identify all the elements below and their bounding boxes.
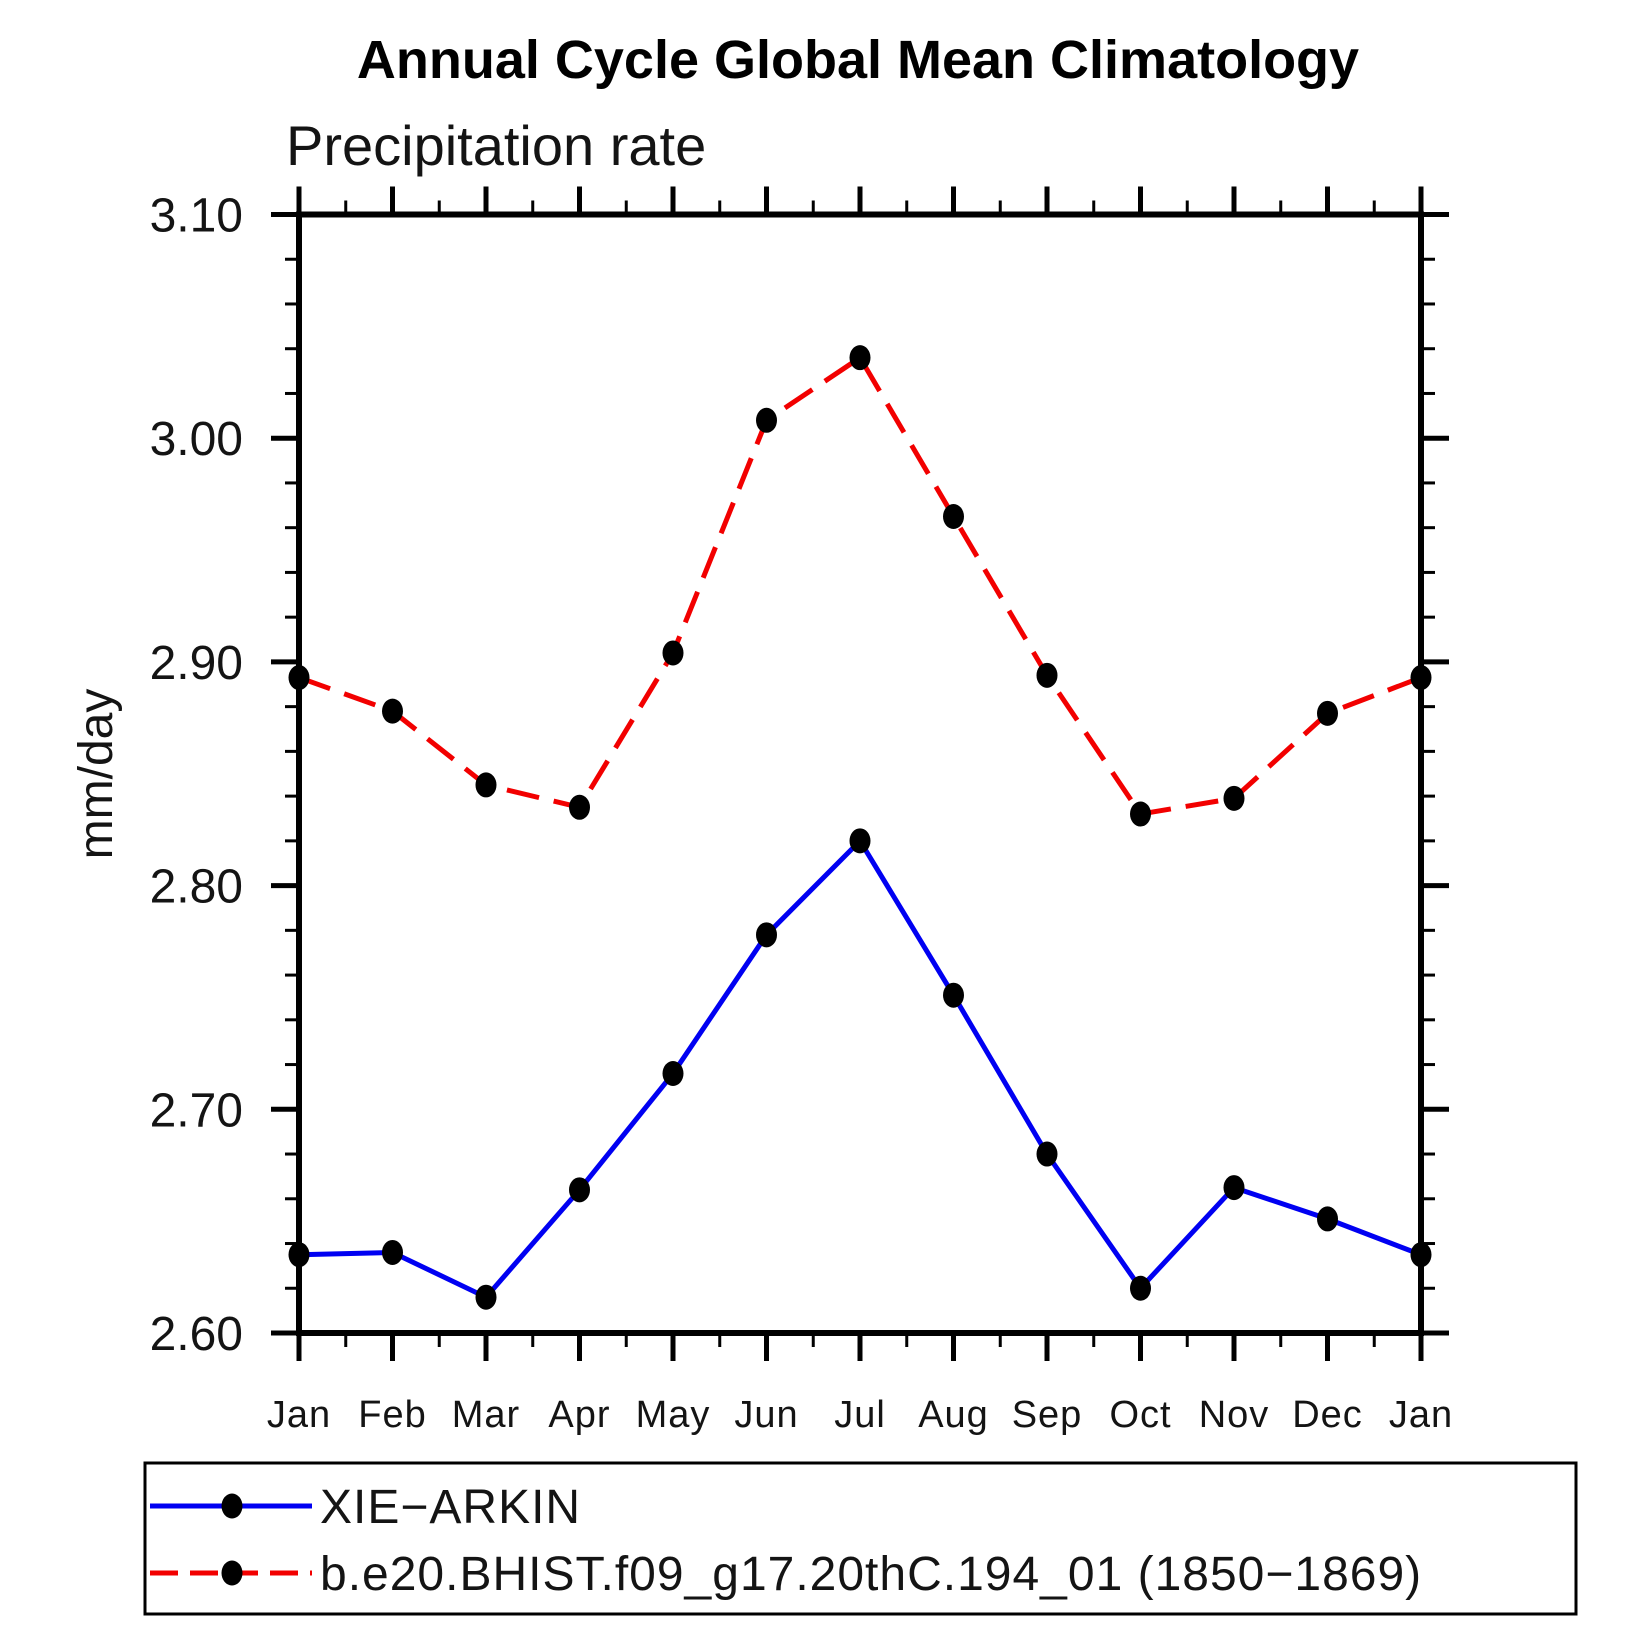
plot-frame — [296, 211, 1424, 1336]
x-tick-label: Oct — [1109, 1394, 1171, 1436]
data-point-marker — [475, 772, 497, 798]
y-tick-label: 2.70 — [150, 1084, 243, 1137]
data-point-marker — [569, 1177, 590, 1203]
x-axis-ticks — [296, 186, 1424, 1361]
data-point-marker — [1410, 1242, 1432, 1268]
chart-subtitle: Precipitation rate — [286, 114, 706, 177]
data-point-marker — [382, 698, 403, 724]
series-line-model — [298, 354, 1422, 817]
x-tick-label: Nov — [1199, 1394, 1270, 1436]
data-point-marker — [1223, 785, 1245, 811]
data-point-marker — [849, 828, 871, 854]
x-tick-label: Jul — [834, 1394, 886, 1436]
data-point-marker — [1410, 665, 1432, 691]
data-point-marker — [756, 922, 777, 948]
x-tick-label: Mar — [452, 1394, 520, 1436]
data-point-marker — [1317, 700, 1338, 726]
x-tick-label: Jan — [267, 1394, 331, 1436]
data-point-marker — [1036, 662, 1058, 688]
legend-marker-solid — [221, 1493, 243, 1519]
series-group — [288, 345, 1432, 1310]
data-point-marker — [382, 1239, 403, 1265]
data-point-marker — [943, 982, 964, 1008]
y-tick-label: 3.00 — [150, 413, 243, 466]
y-axis-ticks — [271, 212, 1449, 1336]
data-point-marker — [756, 407, 777, 433]
x-tick-label: Jun — [734, 1394, 798, 1436]
data-point-marker — [1036, 1141, 1058, 1167]
data-point-marker — [1130, 801, 1151, 827]
x-axis-month-labels: Jan Feb Mar Apr May Jun Jul Aug Sep Oct Nov Dec Jan — [267, 1394, 1453, 1436]
data-point-marker — [288, 1242, 310, 1268]
legend: XIE−ARKIN b.e20.BHIST.f09_g17.20thC.194_… — [143, 1461, 1578, 1616]
chart-title: Annual Cycle Global Mean Climatology — [357, 30, 1359, 90]
series-line-xie-arkin — [298, 836, 1422, 1301]
x-tick-label: Apr — [548, 1394, 610, 1436]
y-tick-label: 3.10 — [150, 190, 243, 243]
data-point-marker — [475, 1284, 497, 1310]
data-point-marker — [1317, 1206, 1338, 1232]
data-point-marker — [943, 503, 964, 529]
data-point-marker — [662, 1061, 684, 1087]
x-tick-label: Dec — [1292, 1394, 1363, 1436]
x-tick-label: Sep — [1012, 1394, 1083, 1436]
y-axis-tick-labels: 2.60 2.70 2.80 2.90 3.00 3.10 — [150, 190, 243, 1362]
x-tick-label: Feb — [358, 1394, 426, 1436]
data-point-marker — [1223, 1175, 1245, 1201]
x-tick-label: Aug — [918, 1394, 989, 1436]
x-tick-label: May — [636, 1394, 711, 1436]
data-point-marker — [569, 794, 590, 820]
legend-label-xie-arkin: XIE−ARKIN — [320, 1481, 581, 1534]
y-tick-label: 2.60 — [150, 1308, 243, 1361]
y-axis-label: mm/day — [70, 689, 123, 860]
x-tick-label: Jan — [1389, 1394, 1453, 1436]
data-point-marker — [288, 665, 310, 691]
data-point-marker — [849, 345, 871, 371]
legend-marker-dashed — [221, 1560, 243, 1586]
legend-box — [143, 1461, 1578, 1616]
y-tick-label: 2.80 — [150, 861, 243, 914]
y-tick-label: 2.90 — [150, 637, 243, 690]
data-point-marker — [1130, 1275, 1151, 1301]
legend-label-model: b.e20.BHIST.f09_g17.20thC.194_01 (1850−1… — [320, 1548, 1422, 1601]
data-point-marker — [662, 640, 684, 666]
